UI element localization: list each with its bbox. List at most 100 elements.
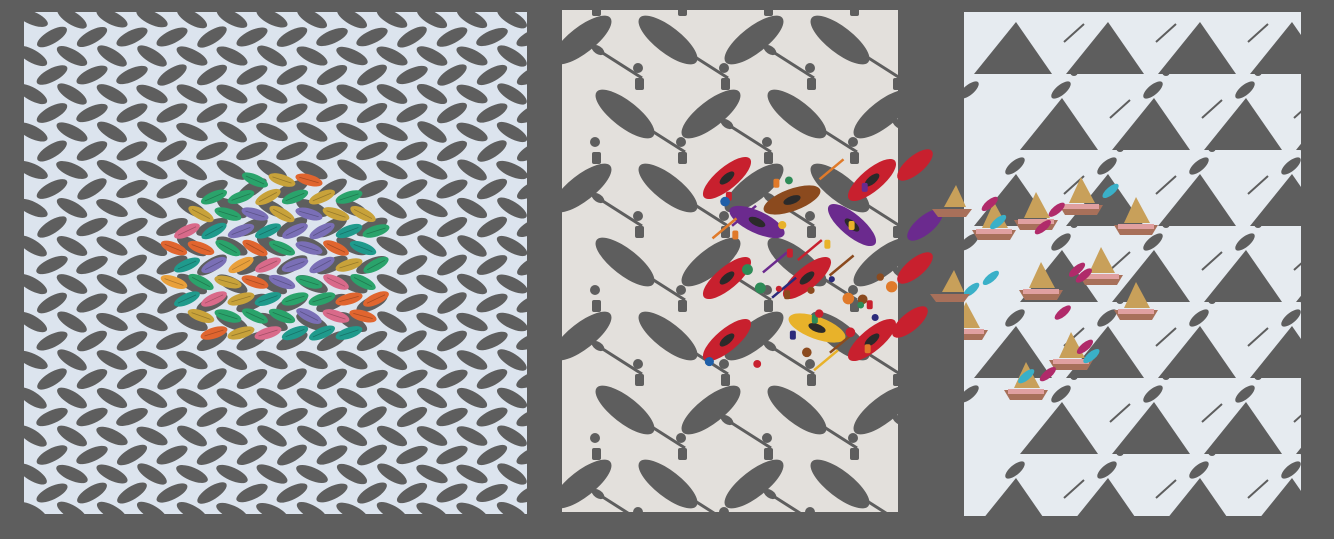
paddle-shaft	[855, 492, 888, 512]
paddle-item	[828, 254, 855, 277]
paddle-blade	[892, 414, 898, 426]
leaf-vein	[231, 259, 251, 271]
colored-leaf	[241, 207, 269, 221]
leaf-silhouette	[96, 426, 128, 446]
paddle-item	[771, 276, 797, 299]
leaf-silhouette	[496, 312, 527, 332]
gear-item	[753, 360, 762, 368]
overflow-sail	[942, 270, 964, 292]
leaf-vein	[177, 294, 197, 304]
paddle-shaft	[640, 418, 686, 450]
leaf-pattern-graphic	[24, 12, 527, 514]
bottle-silhouette	[764, 300, 773, 312]
leaf-vein	[339, 261, 359, 269]
canoe-silhouette	[1143, 233, 1163, 251]
leaf-silhouette	[296, 122, 328, 142]
leaf-vein	[326, 312, 346, 320]
sail-silhouette	[1204, 402, 1282, 454]
bottle-silhouette	[850, 10, 859, 16]
canoe-silhouette	[1143, 385, 1163, 403]
canoe-silhouette	[1143, 81, 1163, 99]
leaf-vein	[339, 227, 359, 235]
bottle-item	[732, 230, 739, 240]
kayak-silhouette	[681, 237, 741, 287]
sail-silhouette	[1250, 22, 1301, 74]
colored-leaf	[350, 273, 376, 291]
gear-item	[828, 276, 835, 283]
leaf-silhouette	[156, 218, 188, 236]
paddle-shaft	[726, 418, 772, 450]
canoe-silhouette	[1097, 309, 1117, 327]
paddle-blade	[806, 118, 820, 130]
leaf-silhouette	[216, 464, 248, 484]
bottle-silhouette	[764, 152, 773, 164]
leaf-silhouette	[476, 331, 508, 351]
leaf-silhouette	[476, 103, 508, 123]
colored-leaf	[254, 292, 282, 306]
leaf-silhouette	[276, 65, 308, 85]
leaf-silhouette	[356, 180, 388, 198]
colored-leaf	[242, 172, 268, 188]
leaf-vein	[299, 311, 319, 321]
canoe-silhouette	[1051, 81, 1071, 99]
paddle-blade	[763, 44, 777, 56]
leaf-silhouette	[136, 274, 168, 294]
colored-leaf	[323, 240, 349, 256]
leaf-vein	[312, 295, 332, 303]
leaf-silhouette	[496, 387, 527, 409]
leaf-vein	[313, 225, 331, 237]
leaf-silhouette	[24, 122, 48, 142]
leaf-silhouette	[24, 12, 48, 27]
leaf-silhouette	[196, 445, 228, 465]
leaf-silhouette	[317, 368, 347, 390]
leaf-silhouette	[516, 445, 527, 465]
leaf-silhouette	[116, 217, 148, 237]
paddle-item	[731, 204, 757, 227]
leaf-silhouette	[76, 103, 108, 123]
small-canoe	[982, 270, 999, 286]
kayak-silhouette	[562, 163, 612, 213]
sail-silhouette	[1020, 402, 1098, 454]
leaf-silhouette	[357, 406, 387, 428]
paddle-shaft	[683, 48, 729, 80]
leaf-silhouette	[117, 482, 147, 504]
leaf-silhouette	[356, 331, 388, 351]
leaf-silhouette	[356, 27, 388, 47]
leaf-silhouette	[196, 141, 228, 161]
oar-silhouette	[1063, 479, 1085, 499]
oar-silhouette	[1247, 23, 1269, 43]
leaf-silhouette	[96, 350, 128, 370]
paddle-blade	[849, 488, 863, 500]
leaf-silhouette	[96, 198, 128, 218]
leaf-silhouette	[296, 388, 328, 408]
colored-leaf	[214, 309, 242, 323]
leaf-silhouette	[436, 216, 468, 238]
colored-leaf	[295, 241, 323, 255]
leaf-silhouette	[96, 501, 128, 514]
hull-pattern	[964, 329, 984, 334]
small-canoe	[1083, 348, 1100, 364]
leaf-silhouette	[216, 46, 248, 66]
leaf-silhouette	[236, 444, 268, 466]
leaf-vein	[312, 192, 332, 202]
kayak-cockpit	[864, 333, 880, 347]
leaf-silhouette	[316, 445, 348, 465]
leaf-silhouette	[376, 46, 408, 66]
leaf-silhouette	[357, 482, 387, 504]
leaf-vein	[191, 208, 211, 220]
paddle-shaft	[769, 344, 815, 376]
leaf-silhouette	[196, 179, 228, 199]
paddle-blade	[849, 44, 863, 56]
leaf-silhouette	[396, 369, 428, 389]
oar-silhouette	[1201, 99, 1223, 119]
sail-silhouette	[1250, 174, 1301, 226]
paddle-item	[797, 239, 823, 262]
leaf-silhouette	[256, 12, 288, 28]
leaf-silhouette	[57, 349, 87, 371]
canoe-silhouette	[1189, 309, 1209, 327]
leaf-vein	[299, 176, 319, 184]
leaf-silhouette	[116, 65, 148, 85]
leaf-silhouette	[76, 141, 108, 161]
leaf-silhouette	[216, 160, 248, 180]
leaf-silhouette	[136, 84, 168, 104]
